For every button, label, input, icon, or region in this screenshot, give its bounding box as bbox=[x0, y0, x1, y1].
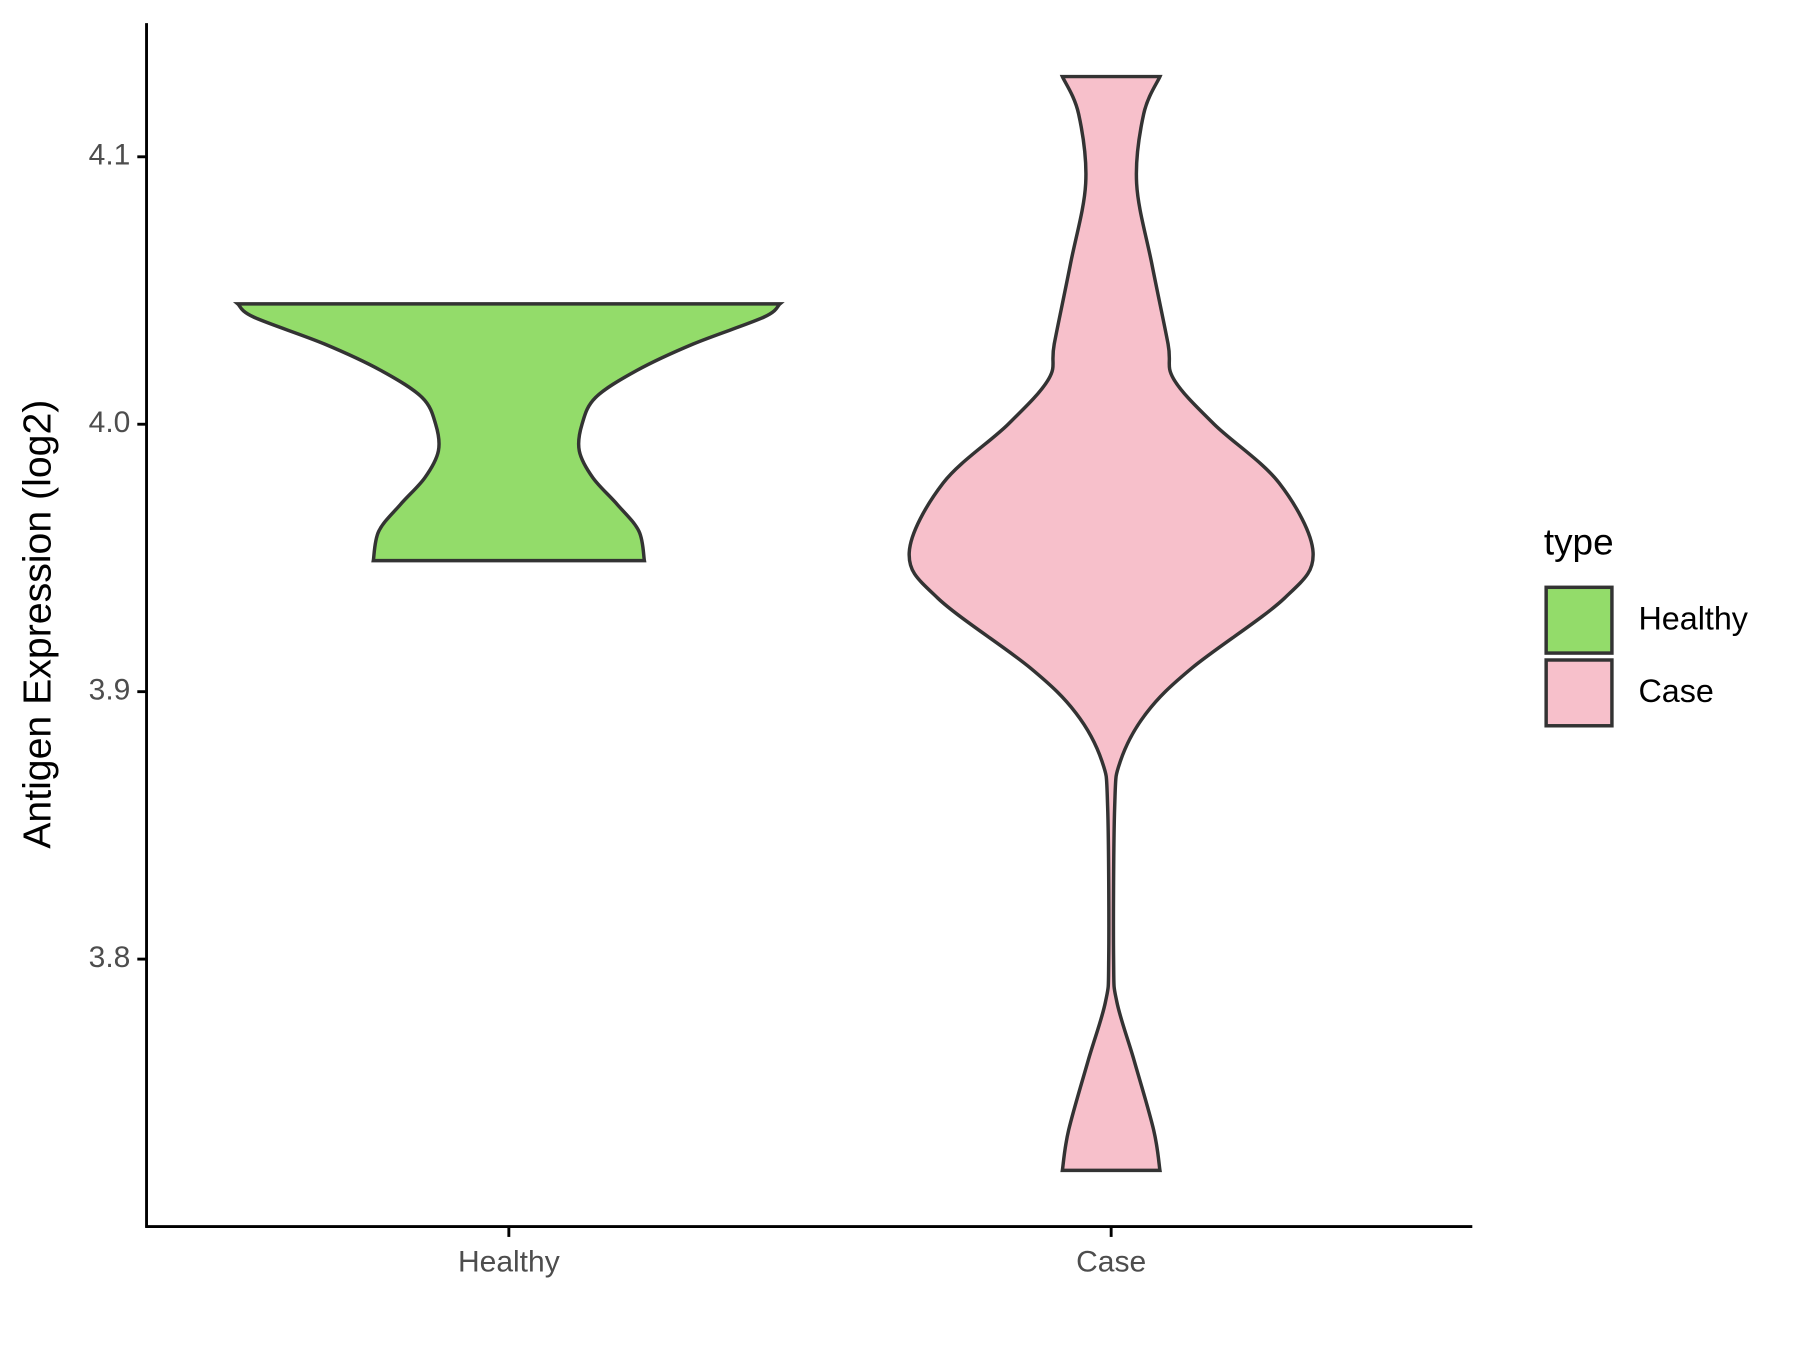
violin bbox=[232, 302, 785, 563]
y-tick-label: 4.0 bbox=[89, 406, 131, 439]
legend-label: Healthy bbox=[1638, 600, 1748, 636]
y-tick-label: 3.9 bbox=[89, 674, 131, 707]
violin bbox=[907, 74, 1315, 1173]
y-axis-title: Antigen Expression (log2) bbox=[16, 400, 60, 849]
legend-label: Case bbox=[1638, 673, 1713, 709]
x-tick-label: Healthy bbox=[458, 1245, 560, 1278]
legend-key bbox=[1544, 585, 1614, 655]
x-tick-label: Case bbox=[1076, 1245, 1146, 1278]
y-tick-label: 3.8 bbox=[89, 941, 131, 974]
y-tick-label: 4.1 bbox=[89, 139, 131, 172]
legend-title: type bbox=[1544, 521, 1614, 562]
legend-key bbox=[1544, 658, 1614, 728]
